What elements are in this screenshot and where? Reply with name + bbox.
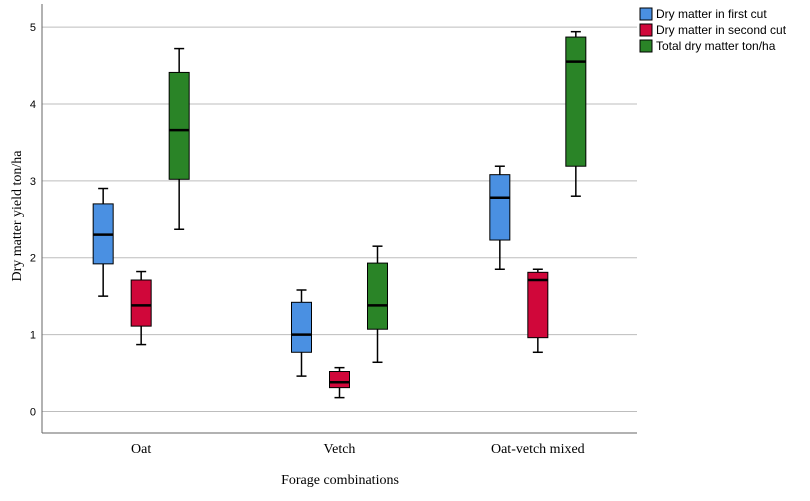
- box-2-1: [291, 289, 312, 377]
- legend-label: Dry matter in second cut: [656, 23, 787, 37]
- box-3-3: [565, 30, 587, 197]
- gridlines: [42, 26, 637, 412]
- x-category-label: Oat: [131, 442, 151, 457]
- box-1-2: [130, 270, 152, 346]
- box-iqr: [291, 301, 312, 353]
- legend-swatch: [639, 39, 653, 53]
- x-axis-title: Forage combinations: [281, 473, 399, 488]
- box-iqr: [329, 370, 350, 389]
- x-category-labels: Oat Vetch Oat-vetch mixed: [131, 442, 585, 457]
- y-tick-label-3: 3: [30, 176, 36, 188]
- box-1-3: [168, 47, 190, 231]
- y-tick-labels: 0 1 2 3 4 5: [30, 22, 36, 418]
- y-tick-label-0: 0: [30, 406, 36, 418]
- y-tick-label-5: 5: [30, 22, 36, 34]
- box-iqr: [367, 262, 388, 330]
- x-category-label: Oat-vetch mixed: [491, 442, 585, 457]
- legend-label: Dry matter in first cut: [656, 7, 767, 21]
- y-axis-title: Dry matter yield ton/ha: [10, 150, 25, 282]
- box-2-2: [329, 366, 350, 399]
- legend: Dry matter in first cut Dry matter in sec…: [639, 7, 787, 53]
- y-tick-label-1: 1: [30, 330, 36, 342]
- box-iqr: [130, 279, 152, 327]
- y-tick-label-4: 4: [30, 99, 36, 111]
- box-iqr: [565, 36, 587, 167]
- legend-label: Total dry matter ton/ha: [656, 39, 776, 53]
- box-3-1: [489, 165, 511, 270]
- legend-swatch: [639, 23, 653, 37]
- axes: [41, 4, 637, 434]
- box-iqr: [168, 71, 190, 180]
- box-iqr: [527, 271, 549, 339]
- box-2-3: [367, 245, 388, 364]
- box-iqr: [489, 174, 511, 241]
- x-category-label: Vetch: [324, 442, 356, 457]
- box-3-2: [527, 268, 549, 354]
- y-tick-label-2: 2: [30, 253, 36, 265]
- box-1-1: [92, 187, 114, 297]
- legend-swatch: [639, 7, 653, 21]
- boxes: [92, 30, 587, 399]
